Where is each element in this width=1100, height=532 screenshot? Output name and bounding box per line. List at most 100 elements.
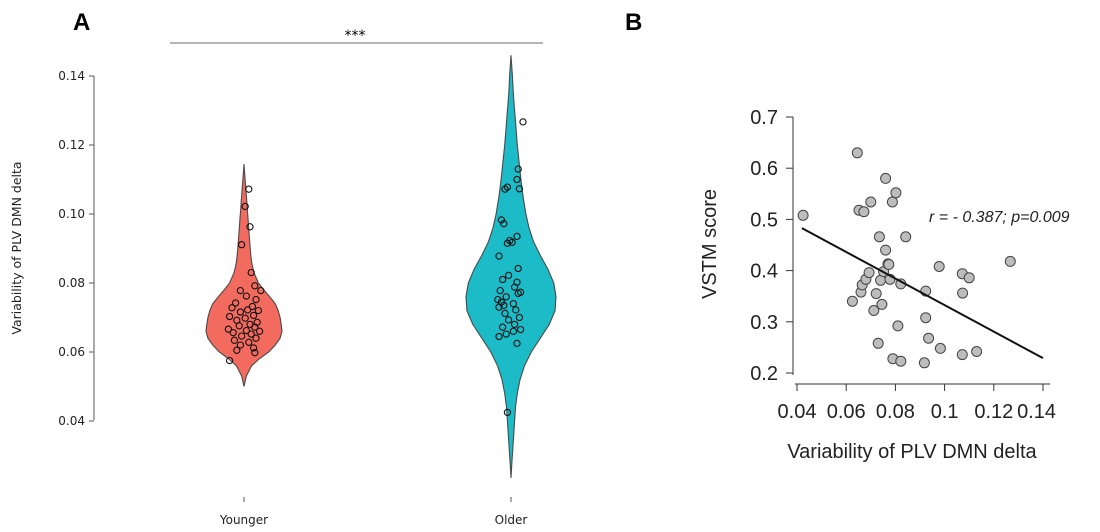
data-point xyxy=(519,118,527,126)
scatter-point xyxy=(865,196,877,208)
data-point xyxy=(252,334,260,342)
data-point xyxy=(248,302,257,311)
data-point xyxy=(237,241,246,249)
scatter-point xyxy=(957,287,969,299)
b-x-tick-label: 0.14 xyxy=(1017,401,1056,423)
data-point xyxy=(252,295,260,304)
panel-b-label: B xyxy=(625,9,642,36)
scatter-point xyxy=(858,206,870,218)
scatter-point xyxy=(923,332,935,344)
scatter-point xyxy=(872,337,884,349)
y-tick-label: 0.10 xyxy=(58,207,85,221)
data-point xyxy=(503,239,512,247)
data-point xyxy=(514,264,522,273)
y-ticks: 0.04 0.06 0.08 0.10 0.12 0.14 xyxy=(58,69,94,428)
data-point xyxy=(230,336,239,344)
data-point xyxy=(498,323,507,331)
panel-a-label: A xyxy=(73,9,90,36)
scatter-point xyxy=(880,244,892,256)
data-point xyxy=(494,295,502,304)
data-point xyxy=(242,292,251,300)
data-point xyxy=(500,220,508,228)
scatter-point xyxy=(846,295,858,307)
data-point xyxy=(502,330,510,338)
data-point xyxy=(241,314,249,322)
y-tick-label: 0.04 xyxy=(58,414,85,428)
data-point xyxy=(225,356,234,365)
data-point xyxy=(503,408,512,417)
violins xyxy=(205,55,557,478)
data-point xyxy=(501,309,509,318)
data-point xyxy=(509,327,518,335)
data-point xyxy=(512,306,520,314)
data-point xyxy=(513,232,521,241)
scatter-point xyxy=(880,172,892,184)
scatter-point xyxy=(963,272,975,284)
x-tick-label: Older xyxy=(495,513,528,527)
b-y-axis-label: VSTM score xyxy=(699,189,721,299)
data-point xyxy=(510,283,519,291)
data-point xyxy=(504,271,513,280)
x-tick-label: Younger xyxy=(219,513,268,527)
significance-label: *** xyxy=(345,28,366,44)
data-point xyxy=(515,185,524,193)
b-x-tick-label: 0.12 xyxy=(974,401,1013,423)
scatter-point xyxy=(934,342,946,354)
data-point xyxy=(249,344,258,352)
scatter-point xyxy=(873,231,885,243)
b-x-tick-label: 0.06 xyxy=(827,401,866,423)
b-y-tick-label: 0.3 xyxy=(750,312,778,334)
data-point xyxy=(225,312,234,321)
data-point xyxy=(514,165,522,173)
scatter-point xyxy=(868,305,880,316)
scatter-point xyxy=(797,209,809,221)
scatter-point xyxy=(956,349,968,361)
data-point xyxy=(510,320,519,329)
scatter-point xyxy=(918,357,930,369)
x-ticks: Younger Older xyxy=(219,497,528,527)
data-point xyxy=(254,306,263,315)
data-point xyxy=(496,286,504,295)
data-points xyxy=(224,118,527,417)
scatter-point xyxy=(890,187,902,199)
data-point xyxy=(224,325,233,333)
b-y-tick-label: 0.6 xyxy=(750,158,778,180)
b-x-tick-label: 0.04 xyxy=(778,401,817,423)
b-x-tick-label: 0.1 xyxy=(931,401,959,423)
y-tick-label: 0.08 xyxy=(58,276,85,290)
y-tick-label: 0.14 xyxy=(58,69,85,83)
y-tick-label: 0.06 xyxy=(58,345,85,359)
data-point xyxy=(495,252,503,260)
data-point xyxy=(245,338,253,346)
data-point xyxy=(246,223,254,231)
data-point xyxy=(513,339,521,348)
data-point xyxy=(516,325,525,334)
scatter-point xyxy=(851,147,863,159)
data-point xyxy=(233,346,241,354)
scatter-point xyxy=(883,259,895,270)
b-data-points xyxy=(797,147,1016,369)
b-y-tick-label: 0.5 xyxy=(750,209,778,231)
regression-line xyxy=(801,227,1044,360)
data-point xyxy=(237,332,246,340)
scatter-point xyxy=(895,355,907,367)
data-point xyxy=(229,329,237,337)
data-point xyxy=(497,216,506,224)
data-point xyxy=(249,311,258,320)
panel-b: B VSTM score Variability of PLV DMN delt… xyxy=(625,9,1070,463)
data-point xyxy=(500,301,508,310)
data-point xyxy=(504,316,513,324)
b-y-tick-label: 0.7 xyxy=(750,107,778,129)
data-point xyxy=(495,332,503,341)
data-point xyxy=(509,300,518,308)
b-y-tick-label: 0.4 xyxy=(750,261,778,283)
b-y-tick-label: 0.2 xyxy=(750,363,778,385)
scatter-point xyxy=(900,231,912,243)
correlation-annotation: r = - 0.387; p=0.009 xyxy=(929,209,1070,226)
data-point xyxy=(247,330,255,338)
data-point xyxy=(503,183,512,191)
scatter-point xyxy=(892,320,904,332)
data-point xyxy=(514,289,522,298)
violin-younger xyxy=(205,163,283,387)
